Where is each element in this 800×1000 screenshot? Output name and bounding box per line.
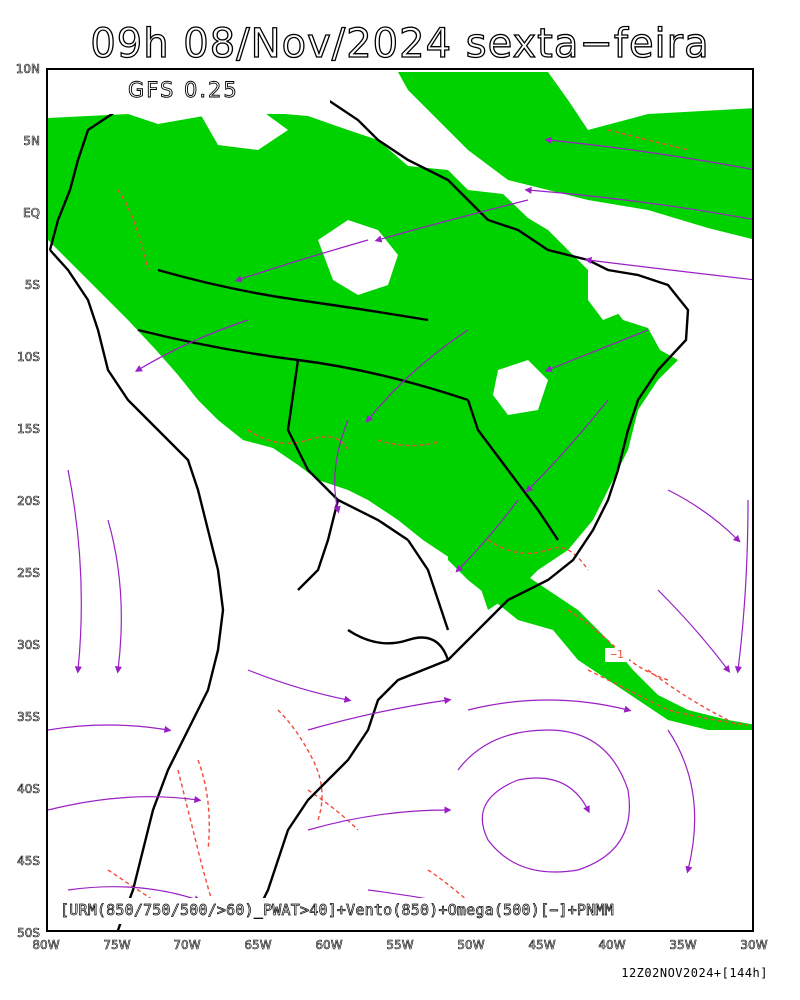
legend-caption: [URM(850/750/500/>60)_PWAT>40]+Vento(850…	[60, 901, 614, 920]
lat-label: 15S	[17, 422, 40, 437]
lat-label: 20S	[17, 494, 40, 509]
lon-label: 50W	[457, 938, 485, 953]
lat-label: 40S	[17, 782, 40, 797]
lat-label: 5S	[24, 278, 40, 293]
lat-label: 10S	[17, 350, 40, 365]
run-stamp: 12Z02NOV2024+[144h]	[621, 966, 768, 980]
map-frame	[46, 68, 754, 932]
model-label: GFS 0.25	[128, 78, 239, 103]
map-title: 09h 08/Nov/2024 sexta−feira	[90, 20, 710, 67]
lat-label: EQ	[22, 206, 41, 221]
lat-label: 35S	[17, 710, 40, 725]
lat-label: 25S	[17, 566, 40, 581]
lat-label: 5N	[23, 134, 40, 149]
lon-label: 30W	[740, 938, 768, 953]
lat-label: 30S	[17, 638, 40, 653]
model-box	[48, 70, 330, 114]
lon-label: 60W	[315, 938, 343, 953]
lon-label: 70W	[173, 938, 201, 953]
lat-label: 50S	[17, 926, 40, 941]
wind-streamlines	[48, 136, 752, 923]
lat-label: 45S	[17, 854, 40, 869]
lon-label: 40W	[598, 938, 626, 953]
lon-label: 55W	[386, 938, 414, 953]
lon-label: 65W	[244, 938, 272, 953]
lon-label: 80W	[32, 938, 60, 953]
isobar-label: −1	[605, 648, 629, 662]
lon-label: 45W	[528, 938, 556, 953]
lon-label: 75W	[103, 938, 131, 953]
lat-label: 10N	[15, 62, 40, 77]
caption-box	[57, 898, 737, 924]
lon-label: 35W	[669, 938, 697, 953]
humidity-region	[48, 72, 752, 730]
